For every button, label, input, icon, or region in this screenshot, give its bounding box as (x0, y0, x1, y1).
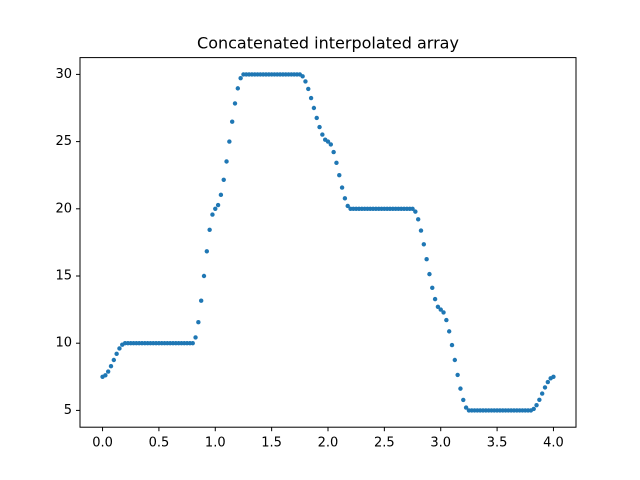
point (207, 227, 212, 232)
x-tick-label: 0.5 (149, 436, 170, 451)
point (221, 177, 226, 182)
point (210, 212, 215, 217)
point (328, 142, 334, 147)
point (238, 75, 243, 81)
point (534, 402, 539, 408)
point (103, 373, 108, 378)
x-tick-label: 2.5 (374, 436, 395, 451)
y-tick-label: 25 (55, 134, 72, 149)
point (111, 357, 117, 363)
point (551, 374, 556, 379)
point (410, 206, 415, 211)
point (432, 296, 438, 302)
y-tick-label: 10 (55, 336, 72, 351)
point (461, 397, 466, 403)
point (204, 249, 210, 254)
point (196, 320, 201, 325)
point (455, 372, 460, 378)
point (438, 307, 443, 312)
point (227, 139, 232, 144)
point (441, 310, 446, 315)
point (308, 95, 314, 101)
point (342, 196, 348, 201)
point (317, 124, 322, 130)
point (201, 273, 207, 279)
point (458, 386, 463, 391)
point (114, 351, 119, 357)
chart-title: Concatenated interpolated array (197, 34, 459, 53)
point (232, 101, 238, 106)
point (311, 105, 317, 111)
point (449, 342, 455, 348)
point (463, 405, 469, 410)
point (229, 119, 235, 124)
point (413, 209, 418, 214)
x-tick-label: 3.0 (430, 436, 451, 451)
x-tick-label: 1.0 (205, 436, 226, 451)
point (306, 86, 311, 92)
x-tick-label: 4.0 (543, 436, 564, 451)
point (446, 329, 452, 334)
point (435, 304, 441, 309)
point (215, 202, 221, 208)
point (537, 397, 542, 402)
y-tick-label: 5 (64, 403, 72, 418)
y-tick-label: 30 (55, 67, 72, 82)
point (325, 139, 331, 144)
point (424, 257, 429, 262)
point (531, 406, 536, 412)
point (117, 346, 122, 351)
point (224, 159, 229, 164)
point (331, 149, 336, 155)
point (105, 369, 111, 374)
point (235, 86, 241, 91)
point (193, 335, 198, 340)
point (218, 192, 224, 198)
point (542, 385, 548, 390)
point (314, 115, 319, 121)
point (213, 206, 218, 211)
point (421, 242, 427, 247)
point (444, 317, 449, 323)
point (303, 79, 308, 84)
x-tick-label: 2.0 (318, 436, 339, 451)
point (190, 341, 195, 346)
x-tick-label: 1.5 (261, 436, 282, 451)
y-tick-label: 20 (55, 201, 72, 216)
point (198, 298, 204, 303)
point (300, 74, 305, 79)
point (415, 217, 421, 222)
point (539, 391, 545, 396)
y-tick-label: 15 (55, 269, 72, 284)
point (339, 185, 345, 190)
point (430, 285, 435, 291)
point (320, 132, 325, 137)
point (108, 363, 114, 369)
point (452, 357, 458, 363)
point (418, 228, 424, 233)
point (337, 173, 342, 178)
point (427, 271, 432, 277)
point (334, 160, 339, 166)
point (545, 379, 551, 385)
x-tick-label: 3.5 (487, 436, 508, 451)
x-tick-label: 0.0 (92, 436, 113, 451)
point (345, 203, 350, 209)
